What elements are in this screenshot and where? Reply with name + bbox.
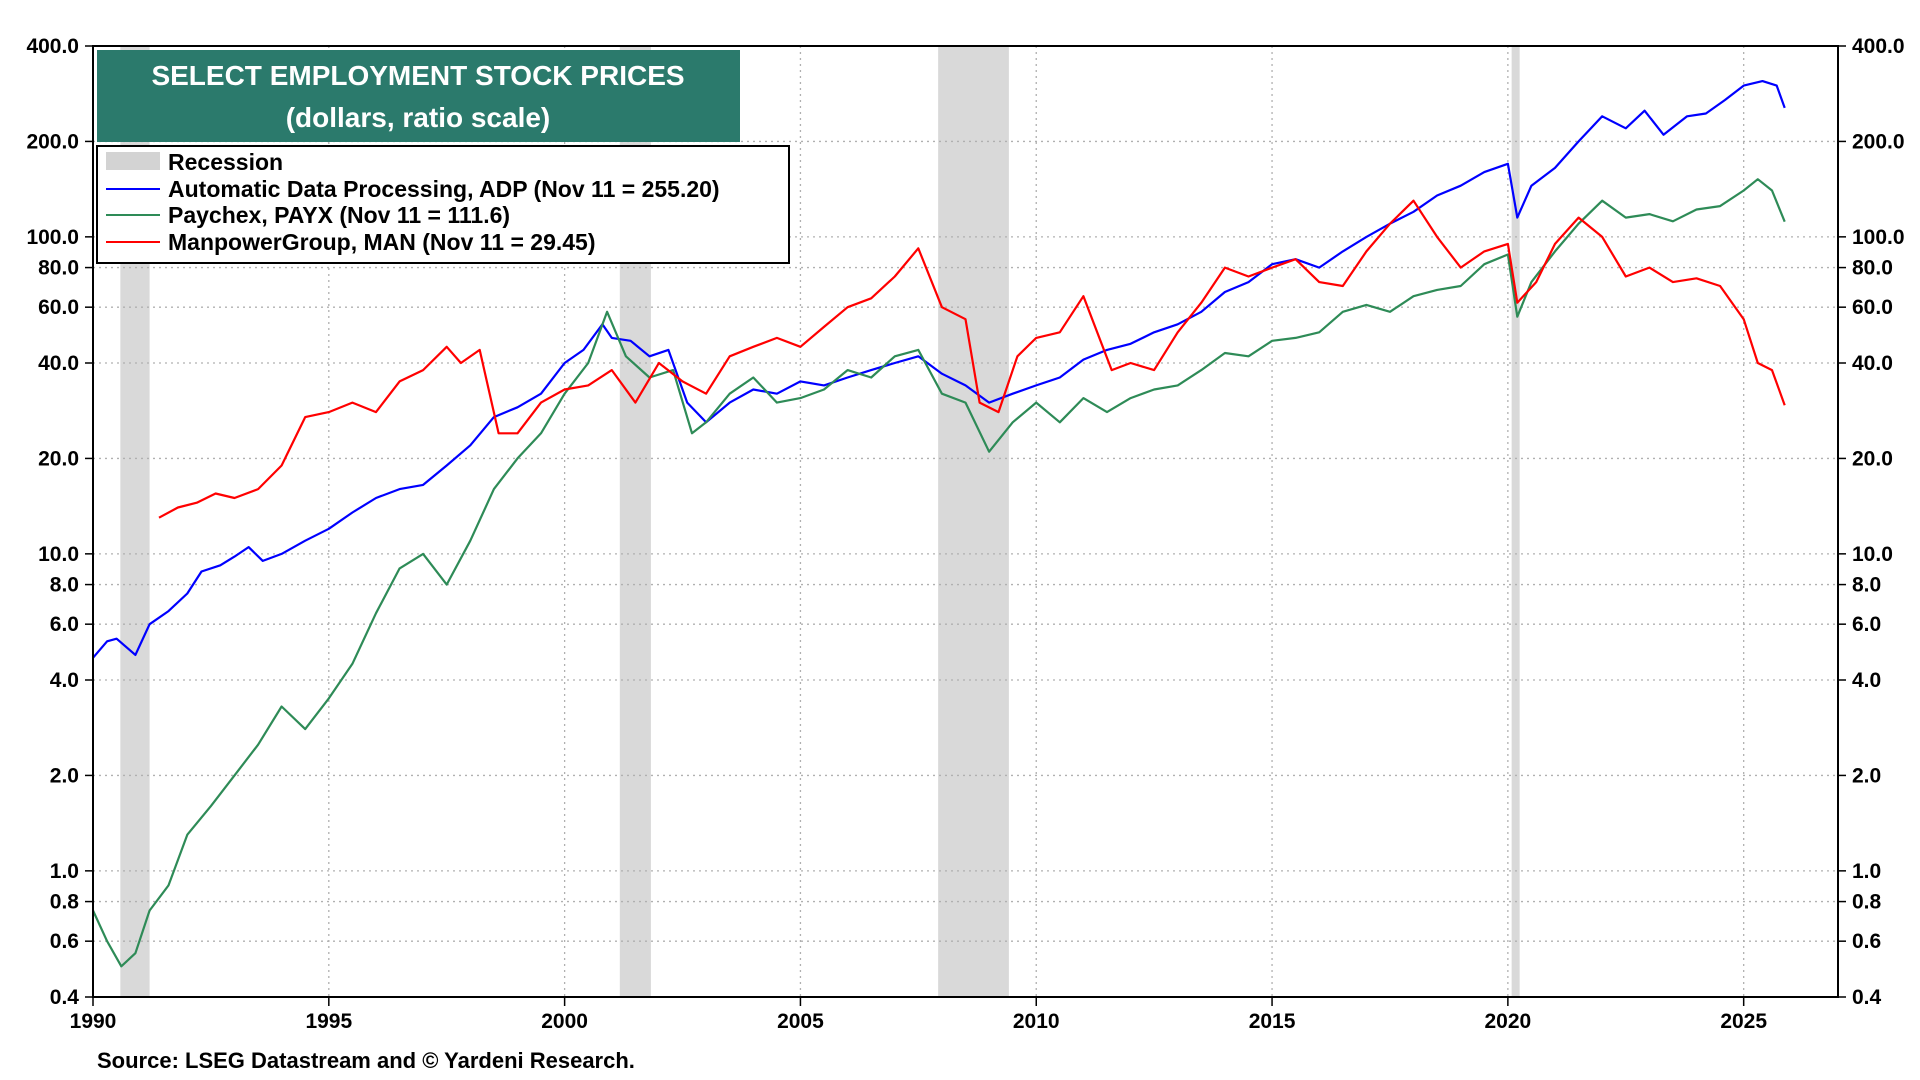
chart-subtitle: (dollars, ratio scale) — [286, 102, 551, 133]
y-tick-label-left: 400.0 — [26, 35, 79, 58]
axes: 400.0 400.0 200.0 200.0 100.0 100.0 80.0 80.0 60… — [26, 35, 1904, 1033]
y-tick-label-left: 100.0 — [26, 226, 79, 249]
y-tick-label-right: 2.0 — [1852, 764, 1881, 787]
y-tick-label-left: 8.0 — [50, 574, 79, 597]
y-tick-label-left: 2.0 — [50, 764, 79, 787]
x-tick-label: 2020 — [1485, 1010, 1532, 1033]
y-tick-label-left: 80.0 — [38, 257, 79, 280]
y-tick-label-right: 400.0 — [1852, 35, 1905, 58]
y-tick-label-right: 6.0 — [1852, 613, 1881, 636]
legend-recession-swatch — [106, 152, 160, 170]
y-tick-label-right: 1.0 — [1852, 860, 1881, 883]
y-tick-label-left: 1.0 — [50, 860, 79, 883]
y-tick-label-right: 20.0 — [1852, 447, 1893, 470]
series-line-0 — [92, 79, 1786, 659]
recession-band — [1511, 46, 1520, 997]
source-note: Source: LSEG Datastream and © Yardeni Re… — [97, 1048, 635, 1073]
x-tick-label: 1990 — [70, 1010, 117, 1033]
y-tick-label-right: 60.0 — [1852, 296, 1893, 319]
y-tick-label-right: 8.0 — [1852, 574, 1881, 597]
y-tick-label-left: 6.0 — [50, 613, 79, 636]
x-tick-label: 1995 — [305, 1010, 352, 1033]
y-tick-label-left: 40.0 — [38, 352, 79, 375]
legend-man-label: ManpowerGroup, MAN (Nov 11 = 29.45) — [168, 229, 596, 255]
y-tick-label-right: 10.0 — [1852, 543, 1893, 566]
x-tick-label: 2000 — [541, 1010, 588, 1033]
plot-frame — [92, 45, 1839, 998]
x-tick-label: 2025 — [1720, 1010, 1767, 1033]
y-tick-label-left: 4.0 — [50, 669, 79, 692]
y-tick-label-left: 10.0 — [38, 543, 79, 566]
y-tick-label-right: 100.0 — [1852, 226, 1905, 249]
y-tick-label-right: 0.8 — [1852, 891, 1882, 914]
y-tick-label-left: 0.6 — [50, 930, 79, 953]
legend-recession-label: Recession — [168, 149, 283, 175]
recession-band — [938, 46, 1009, 997]
title-box: SELECT EMPLOYMENT STOCK PRICES (dollars,… — [97, 50, 740, 142]
y-tick-label-left: 60.0 — [38, 296, 79, 319]
y-tick-label-right: 40.0 — [1852, 352, 1893, 375]
y-tick-label-left: 0.8 — [50, 891, 80, 914]
series-line-2 — [158, 199, 1786, 519]
y-tick-label-right: 0.6 — [1852, 930, 1881, 953]
gridlines — [93, 46, 1838, 997]
title-background — [97, 50, 740, 142]
legend-payx-label: Paychex, PAYX (Nov 11 = 111.6) — [168, 202, 510, 228]
series-lines — [92, 79, 1786, 968]
legend-box — [96, 145, 790, 264]
y-tick-label-left: 20.0 — [38, 447, 79, 470]
y-tick-label-right: 0.4 — [1852, 986, 1882, 1009]
series-line-1 — [92, 178, 1786, 968]
y-tick-label-right: 4.0 — [1852, 669, 1881, 692]
legend-adp-label: Automatic Data Processing, ADP (Nov 11 =… — [168, 176, 720, 202]
x-tick-label: 2015 — [1249, 1010, 1296, 1033]
x-tick-label: 2010 — [1013, 1010, 1060, 1033]
y-tick-label-right: 80.0 — [1852, 257, 1893, 280]
chart-title: SELECT EMPLOYMENT STOCK PRICES — [151, 60, 684, 91]
x-tick-label: 2005 — [777, 1010, 824, 1033]
y-tick-label-left: 200.0 — [26, 130, 79, 153]
y-tick-label-left: 0.4 — [50, 986, 80, 1009]
legend: Recession Automatic Data Processing, ADP… — [96, 145, 790, 264]
y-tick-label-right: 200.0 — [1852, 130, 1905, 153]
